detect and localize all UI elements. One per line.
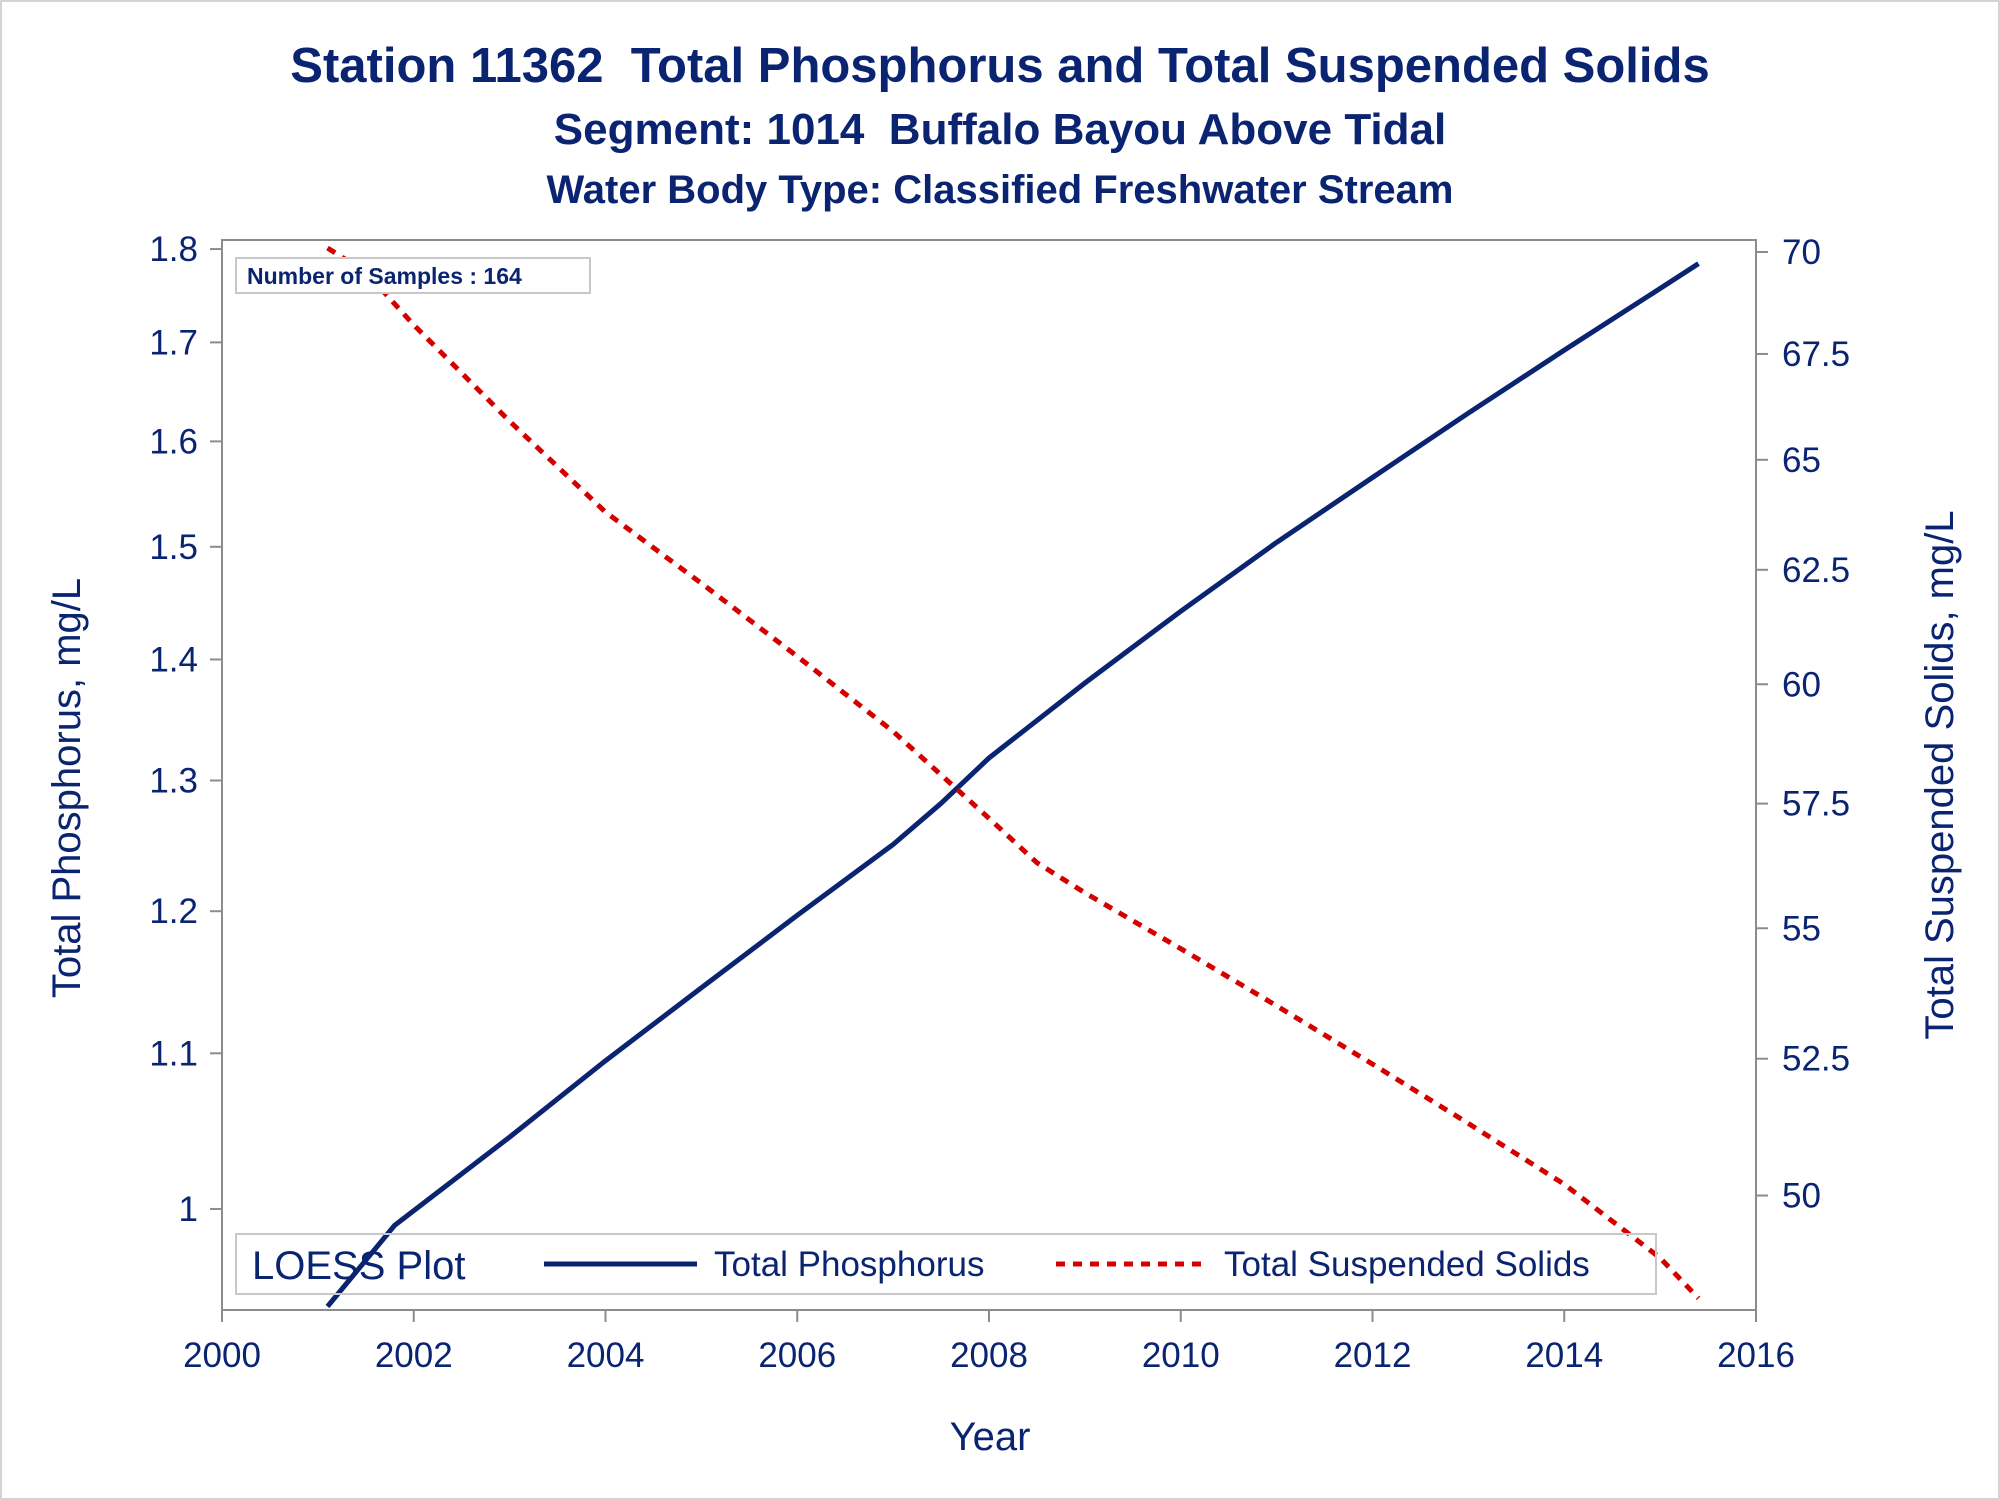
- chart-subtitle-segment: Segment: 1014 Buffalo Bayou Above Tidal: [553, 105, 1447, 154]
- y-right-tick-label: 70: [1782, 233, 1821, 272]
- y-left-tick-label: 1.1: [149, 1034, 198, 1073]
- y-right-tick-label: 52.5: [1782, 1040, 1850, 1079]
- plot-area: [325, 245, 1701, 1309]
- x-tick-label: 2004: [567, 1336, 645, 1375]
- x-tick-label: 2006: [758, 1336, 836, 1375]
- y-left-tick-label: 1.3: [149, 761, 198, 800]
- sample-count-label: Number of Samples : 164: [247, 263, 522, 289]
- y-left-tick-label: 1.2: [149, 892, 198, 931]
- sample-count-box: [235, 257, 591, 294]
- legend-label-total-suspended-solids: Total Suspended Solids: [1224, 1245, 1590, 1284]
- y-left-tick-label: 1.4: [149, 640, 198, 679]
- x-tick-label: 2008: [950, 1336, 1028, 1375]
- chart-subtitle-water-body: Water Body Type: Classified Freshwater S…: [546, 168, 1454, 212]
- y-right-tick-label: 50: [1782, 1177, 1821, 1216]
- y-right-tick-label: 55: [1782, 909, 1821, 948]
- series-line-total-suspended-solids: [326, 245, 1701, 1301]
- x-tick-label: 2016: [1717, 1336, 1795, 1375]
- y-right-tick-label: 62.5: [1782, 551, 1850, 590]
- y-left-tick-label: 1.8: [149, 230, 198, 269]
- plot-frame: [221, 239, 1757, 1311]
- y-left-tick-label: 1: [179, 1190, 198, 1229]
- legend-label-total-phosphorus: Total Phosphorus: [714, 1245, 984, 1284]
- y-axis-label-right: Total Suspended Solids, mg/L: [1918, 510, 1962, 1039]
- x-axis-label: Year: [950, 1415, 1031, 1459]
- legend-box: [235, 1233, 1657, 1295]
- x-tick-label: 2012: [1334, 1336, 1412, 1375]
- x-tick-label: 2010: [1142, 1336, 1220, 1375]
- axes: 2000 2002 2004 2006 2008 2010 2012 2014 2016 1 1.1…: [149, 230, 1850, 1375]
- y-left-tick-label: 1.6: [149, 422, 198, 461]
- y-right-tick-label: 67.5: [1782, 335, 1850, 374]
- series-line-total-phosphorus: [325, 261, 1700, 1309]
- y-right-tick-label: 57.5: [1782, 785, 1850, 824]
- y-right-tick-label: 65: [1782, 441, 1821, 480]
- x-tick-label: 2000: [183, 1336, 261, 1375]
- legend: LOESS Plot Total Phosphorus Total Suspen…: [235, 1233, 1657, 1295]
- chart-title: Station 11362 Total Phosphorus and Total…: [290, 39, 1710, 93]
- y-left-tick-label: 1.5: [149, 528, 198, 567]
- y-right-tick-label: 60: [1782, 665, 1821, 704]
- y-left-tick-label: 1.7: [149, 323, 198, 362]
- x-tick-label: 2014: [1525, 1336, 1603, 1375]
- legend-title: LOESS Plot: [252, 1244, 465, 1288]
- x-tick-label: 2002: [375, 1336, 453, 1375]
- y-axis-label-left: Total Phosphorus, mg/L: [45, 578, 89, 998]
